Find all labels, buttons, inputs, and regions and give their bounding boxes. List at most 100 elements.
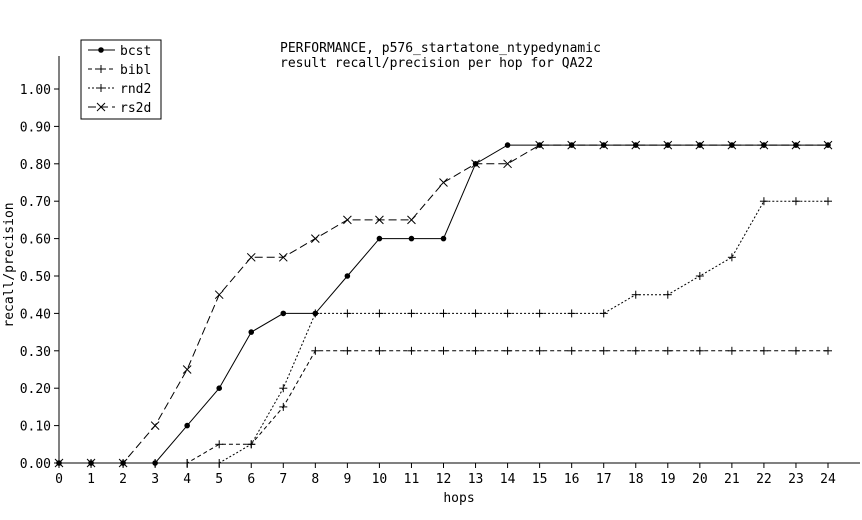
point-bibl xyxy=(535,346,544,355)
point-rs2d xyxy=(278,252,288,262)
point-rnd2 xyxy=(97,84,105,92)
x-tick-label: 13 xyxy=(468,472,484,487)
x-tick-label: 16 xyxy=(564,472,580,487)
point-rnd2 xyxy=(631,290,640,299)
point-bibl xyxy=(759,346,768,355)
point-rs2d xyxy=(246,252,256,262)
point-bibl xyxy=(97,65,105,73)
chart-title: PERFORMANCE, p576_startatone_ntypedynami… xyxy=(280,41,601,56)
point-rs2d xyxy=(695,140,705,150)
x-tick-label: 6 xyxy=(247,472,255,487)
x-tick-label: 15 xyxy=(532,472,548,487)
point-rs2d xyxy=(663,140,673,150)
legend: bcst bibl rnd2 rs2d xyxy=(80,39,162,120)
point-bcst xyxy=(280,310,287,317)
y-tick-label: 0.50 xyxy=(20,270,51,285)
point-bibl xyxy=(727,346,736,355)
point-rnd2 xyxy=(439,309,448,318)
legend-label-bibl: bibl xyxy=(120,63,151,78)
point-rs2d xyxy=(375,215,384,225)
point-rs2d xyxy=(310,234,320,243)
y-tick-label: 0.60 xyxy=(20,233,51,248)
y-tick-label: 0.80 xyxy=(20,158,51,173)
x-tick-label: 12 xyxy=(436,472,452,487)
y-axis-label: recall/precision xyxy=(2,202,17,327)
point-rs2d xyxy=(759,140,769,150)
point-rnd2 xyxy=(279,384,288,393)
series-bcst xyxy=(56,142,831,466)
legend-item-bibl: bibl xyxy=(88,63,151,78)
point-rs2d xyxy=(96,102,106,112)
x-tick-label: 3 xyxy=(151,472,159,487)
y-tick-label: 0.70 xyxy=(20,195,51,210)
point-bcst xyxy=(344,273,351,279)
series-rs2d xyxy=(54,140,833,468)
point-bibl xyxy=(343,346,352,355)
point-bibl xyxy=(439,346,448,355)
point-bibl xyxy=(791,346,800,355)
x-tick-label: 22 xyxy=(756,472,772,487)
point-bibl xyxy=(567,346,576,355)
point-bcst xyxy=(216,385,223,392)
legend-item-rnd2: rnd2 xyxy=(88,82,151,97)
x-tick-label: 20 xyxy=(692,472,708,487)
point-rs2d xyxy=(471,159,480,169)
point-rs2d xyxy=(631,140,641,150)
y-ticks: 0.00 0.10 0.20 0.30 0.40 0.50 0.60 0.70 0.80 0.90… xyxy=(20,83,59,472)
point-rnd2 xyxy=(375,309,384,318)
point-bcst xyxy=(408,235,415,242)
point-rnd2 xyxy=(407,309,416,318)
point-rnd2 xyxy=(247,440,256,449)
point-rnd2 xyxy=(759,197,768,206)
x-tick-label: 14 xyxy=(500,472,516,487)
point-bibl xyxy=(215,440,224,449)
point-bcst xyxy=(248,329,255,335)
point-bcst xyxy=(504,142,511,148)
point-rs2d xyxy=(214,290,224,300)
point-rnd2 xyxy=(599,309,608,318)
x-tick-label: 18 xyxy=(628,472,644,487)
point-bcst xyxy=(184,422,190,429)
point-bibl xyxy=(407,346,416,355)
point-rs2d xyxy=(407,215,416,225)
point-bibl xyxy=(631,346,640,355)
x-tick-label: 5 xyxy=(215,472,223,487)
point-rs2d xyxy=(791,140,801,150)
point-rnd2 xyxy=(183,459,192,467)
point-rs2d xyxy=(118,458,128,468)
point-bibl xyxy=(279,402,288,411)
point-rs2d xyxy=(535,140,544,150)
point-rnd2 xyxy=(567,309,576,318)
point-rnd2 xyxy=(663,290,672,299)
x-tick-label: 17 xyxy=(596,472,612,487)
x-tick-label: 2 xyxy=(119,472,127,487)
legend-label-bcst: bcst xyxy=(120,44,151,59)
series-layer xyxy=(54,140,833,468)
point-bibl xyxy=(663,346,672,355)
legend-items: bcst bibl rnd2 rs2d xyxy=(88,44,151,116)
series-line-bcst xyxy=(59,144,828,464)
point-rs2d xyxy=(439,178,448,187)
point-rs2d xyxy=(727,140,737,150)
point-rnd2 xyxy=(791,197,800,206)
point-rs2d xyxy=(503,159,512,169)
x-tick-label: 9 xyxy=(343,472,351,487)
x-tick-label: 4 xyxy=(183,472,191,487)
point-bibl xyxy=(824,346,832,355)
x-tick-label: 8 xyxy=(311,472,319,487)
x-axis-label: hops xyxy=(443,491,474,506)
point-bcst xyxy=(376,235,383,242)
y-tick-label: 0.90 xyxy=(20,120,51,135)
point-bibl xyxy=(503,346,512,355)
legend-box xyxy=(80,39,162,120)
point-rs2d xyxy=(599,140,609,150)
point-bcst xyxy=(98,47,104,53)
point-rnd2 xyxy=(824,197,832,206)
point-rnd2 xyxy=(695,272,704,280)
y-tick-label: 0.00 xyxy=(20,457,51,472)
point-rnd2 xyxy=(151,459,160,467)
y-tick-label: 0.20 xyxy=(20,382,51,397)
x-tick-label: 1 xyxy=(87,472,95,487)
point-rnd2 xyxy=(215,459,224,467)
